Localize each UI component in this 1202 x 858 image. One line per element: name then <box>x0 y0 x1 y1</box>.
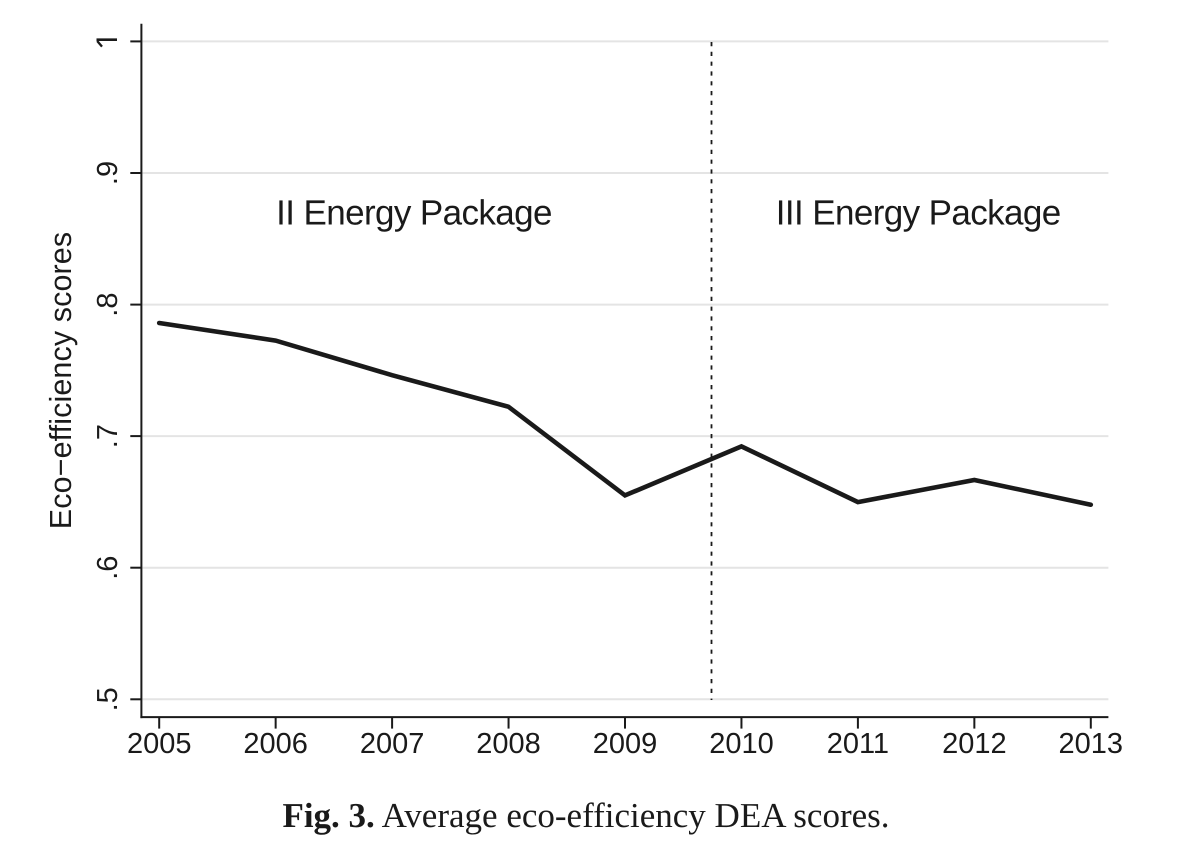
svg-text:2009: 2009 <box>593 728 658 760</box>
svg-text:2012: 2012 <box>942 728 1007 760</box>
svg-text:III Energy Package: III Energy Package <box>776 194 1061 233</box>
svg-text:.9: .9 <box>92 161 124 185</box>
svg-text:2005: 2005 <box>127 728 192 760</box>
svg-text:.5: .5 <box>92 687 124 711</box>
svg-text:.6: .6 <box>92 556 124 580</box>
svg-text:.7: .7 <box>92 424 124 448</box>
svg-text:Eco−efficiency scores: Eco−efficiency scores <box>44 232 78 529</box>
svg-text:2010: 2010 <box>709 728 774 760</box>
svg-text:2011: 2011 <box>827 728 889 760</box>
svg-text:2013: 2013 <box>1059 728 1124 760</box>
svg-text:.8: .8 <box>92 293 124 317</box>
svg-text:2008: 2008 <box>476 728 541 760</box>
svg-text:2007: 2007 <box>360 728 425 760</box>
svg-text:Fig. 3. Average eco-efficiency: Fig. 3. Average eco-efficiency DEA score… <box>282 796 889 835</box>
svg-text:2006: 2006 <box>243 728 308 760</box>
svg-text:II Energy Package: II Energy Package <box>276 194 552 233</box>
